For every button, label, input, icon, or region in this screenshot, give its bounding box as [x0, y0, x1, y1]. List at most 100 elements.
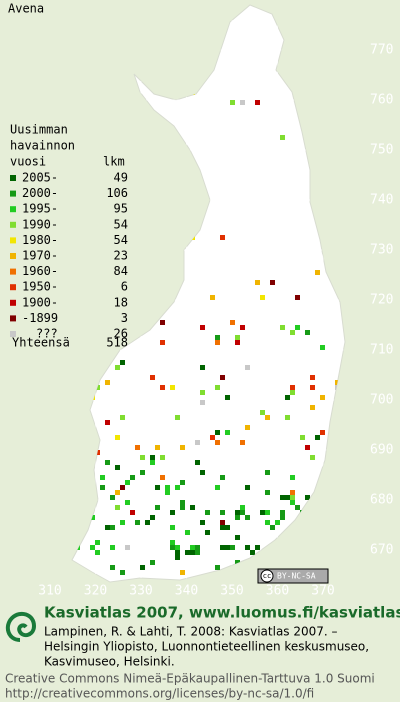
legend-label: -1899 [22, 311, 58, 325]
legend-count: 54 [114, 233, 128, 247]
observation [320, 430, 325, 435]
observation [140, 565, 145, 570]
y-tick-label: 710 [370, 343, 393, 358]
observation [85, 310, 90, 315]
x-tick-label: 340 [175, 584, 198, 599]
observation [165, 485, 170, 490]
y-tick-label: 720 [370, 293, 393, 308]
observation [290, 500, 295, 505]
observation [300, 540, 305, 545]
observation [265, 415, 270, 420]
observation [60, 310, 65, 315]
observation [175, 550, 180, 555]
legend-label: ??? [36, 327, 58, 341]
observation [210, 295, 215, 300]
observation [160, 455, 165, 460]
observation [320, 540, 325, 545]
legend-count: 3 [121, 311, 128, 325]
observation [290, 385, 295, 390]
observation [330, 545, 335, 550]
legend-swatch [10, 331, 16, 337]
observation [330, 540, 335, 545]
observation [340, 510, 345, 515]
x-tick-label: 350 [220, 584, 243, 599]
legend-count: 18 [114, 295, 128, 309]
observation [95, 540, 100, 545]
observation [40, 485, 45, 490]
total-count: 518 [106, 336, 128, 350]
observation [170, 545, 175, 550]
observation [190, 545, 195, 550]
observation [290, 490, 295, 495]
observation [300, 550, 305, 555]
observation [60, 425, 65, 430]
observation [280, 495, 285, 500]
observation [300, 510, 305, 515]
observation [155, 445, 160, 450]
y-tick-label: 670 [370, 543, 393, 558]
observation [135, 445, 140, 450]
legend-heading: havainnon [10, 139, 75, 153]
observation [65, 485, 70, 490]
observation [310, 405, 315, 410]
observation [235, 535, 240, 540]
observation [60, 435, 65, 440]
observation [105, 420, 110, 425]
legend-swatch [10, 253, 16, 259]
legend: Uusimman havainnon vuosi lkm 2005- 49 2000- 106… [10, 123, 128, 350]
y-tick-label: 700 [370, 393, 393, 408]
observation [45, 540, 50, 545]
observation [280, 135, 285, 140]
observation [235, 515, 240, 520]
species-title: Avena [8, 2, 44, 16]
observation [275, 520, 280, 525]
observation [245, 485, 250, 490]
observation [115, 490, 120, 495]
observation [250, 550, 255, 555]
observation [320, 345, 325, 350]
observation [130, 475, 135, 480]
observation [245, 515, 250, 520]
observation [305, 95, 310, 100]
observation [255, 100, 260, 105]
observation [60, 410, 65, 415]
observation [160, 340, 165, 345]
observation [125, 480, 130, 485]
observation [115, 365, 120, 370]
observation [75, 565, 80, 570]
observation [235, 560, 240, 565]
observation [50, 540, 55, 545]
observation [190, 505, 195, 510]
observation [80, 475, 85, 480]
observation [310, 375, 315, 380]
observation [280, 325, 285, 330]
x-tick-label: 330 [129, 584, 152, 599]
logo [5, 611, 37, 642]
legend-swatch [10, 175, 16, 181]
observation [295, 505, 300, 510]
legend-count: 6 [121, 280, 128, 294]
badge-box [257, 568, 329, 584]
badge-text: BY-NC-SA [277, 572, 316, 581]
observation [330, 475, 335, 480]
observation [280, 510, 285, 515]
observation [235, 510, 240, 515]
observation [315, 270, 320, 275]
observation [240, 440, 245, 445]
legend-swatch [10, 237, 16, 244]
observation [340, 520, 345, 525]
observation [90, 515, 95, 520]
observation [305, 550, 310, 555]
observation [150, 375, 155, 380]
observation [190, 65, 195, 70]
cc-icon [260, 569, 274, 583]
observation [170, 540, 175, 545]
observation [330, 515, 335, 520]
observation [305, 330, 310, 335]
observation [290, 495, 295, 500]
observation [220, 545, 225, 550]
observation [105, 525, 110, 530]
observation [335, 490, 340, 495]
observation [215, 580, 220, 582]
citation-line: Kasvimuseo, Helsinki. [44, 655, 175, 669]
